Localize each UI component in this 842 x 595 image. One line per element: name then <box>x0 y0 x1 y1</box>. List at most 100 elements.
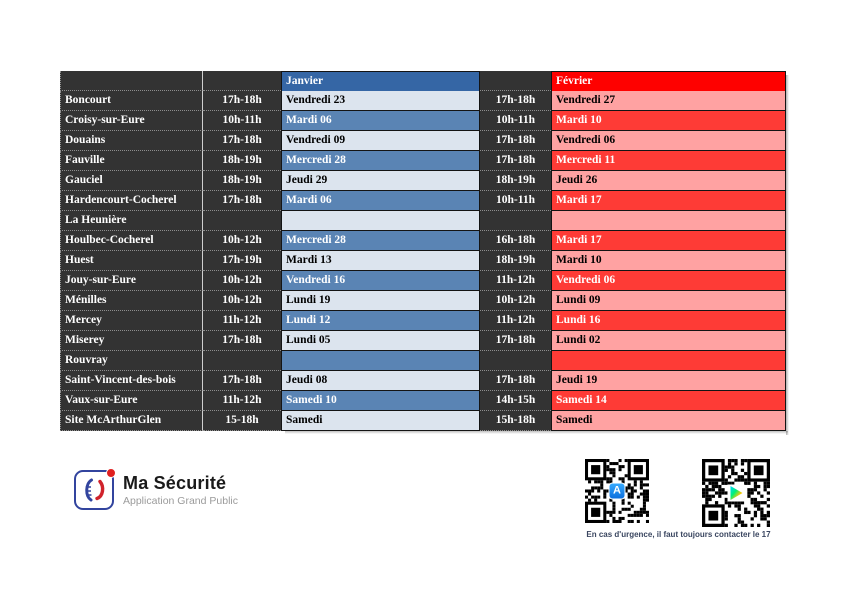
jan-time-cell: 17h-19h <box>203 251 281 271</box>
town-cell: Hardencourt-Cocherel <box>60 191 203 211</box>
fev-time-cell: 17h-18h <box>480 371 551 391</box>
jan-date-cell: Mardi 06 <box>281 111 480 131</box>
town-cell: Croisy-sur-Eure <box>60 111 203 131</box>
fev-time-cell <box>480 351 551 371</box>
fev-time-cell: 11h-12h <box>480 311 551 331</box>
fev-date-cell: Vendredi 06 <box>551 131 786 151</box>
fev-date-cell: Lundi 16 <box>551 311 786 331</box>
fev-date-cell: Samedi 14 <box>551 391 786 411</box>
jan-date-cell <box>281 351 480 371</box>
fev-time-cell: 16h-18h <box>480 231 551 251</box>
town-cell: Mercey <box>60 311 203 331</box>
town-cell: Jouy-sur-Eure <box>60 271 203 291</box>
jan-date-cell: Jeudi 29 <box>281 171 480 191</box>
jan-time-cell: 10h-12h <box>203 291 281 311</box>
jan-time-cell: 17h-18h <box>203 371 281 391</box>
fev-time-cell: 17h-18h <box>480 131 551 151</box>
jan-date-cell: Vendredi 16 <box>281 271 480 291</box>
jan-time-cell: 17h-18h <box>203 331 281 351</box>
town-cell: Ménilles <box>60 291 203 311</box>
town-cell: Saint-Vincent-des-bois <box>60 371 203 391</box>
janvier-header-cell: Janvier <box>281 71 480 91</box>
fev-date-cell: Mardi 10 <box>551 251 786 271</box>
town-header-cell <box>60 71 203 91</box>
schedule-table: Janvier Février Boncourt 17h-18h Vendredi … <box>60 71 786 431</box>
fev-time-cell: 17h-18h <box>480 91 551 111</box>
jan-time-cell: 18h-19h <box>203 171 281 191</box>
jan-date-cell <box>281 211 480 231</box>
fev-time-cell: 11h-12h <box>480 271 551 291</box>
appstore-qr-code: A <box>585 459 649 523</box>
jan-date-cell: Mercredi 28 <box>281 151 480 171</box>
fevrier-header-cell: Février <box>551 71 786 91</box>
jan-time-cell: 17h-18h <box>203 131 281 151</box>
jan-date-cell: Samedi <box>281 411 480 431</box>
fev-date-cell: Mardi 17 <box>551 231 786 251</box>
fev-time-cell: 15h-18h <box>480 411 551 431</box>
fev-date-cell: Mardi 17 <box>551 191 786 211</box>
fev-date-cell <box>551 211 786 231</box>
playstore-icon <box>727 484 745 502</box>
jan-date-cell: Mardi 06 <box>281 191 480 211</box>
town-cell: Site McArthurGlen <box>60 411 203 431</box>
fev-time-header-cell <box>480 71 551 91</box>
fev-time-cell <box>480 211 551 231</box>
town-cell: Huest <box>60 251 203 271</box>
town-cell: Douains <box>60 131 203 151</box>
jan-time-header-cell <box>203 71 281 91</box>
play-triangle-icon <box>730 486 743 500</box>
appstore-icon: A <box>608 482 626 500</box>
fev-time-cell: 18h-19h <box>480 251 551 271</box>
town-cell: Gauciel <box>60 171 203 191</box>
jan-date-cell: Lundi 05 <box>281 331 480 351</box>
appstore-a-glyph: A <box>608 482 626 500</box>
jan-time-cell: 15-18h <box>203 411 281 431</box>
jan-time-cell: 10h-12h <box>203 271 281 291</box>
jan-date-cell: Lundi 12 <box>281 311 480 331</box>
fev-date-cell: Lundi 02 <box>551 331 786 351</box>
jan-date-cell: Samedi 10 <box>281 391 480 411</box>
jan-time-cell: 10h-12h <box>203 231 281 251</box>
emergency-note: En cas d'urgence, il faut toujours conta… <box>586 530 771 539</box>
ma-securite-app-icon <box>74 468 116 510</box>
fev-date-cell: Jeudi 26 <box>551 171 786 191</box>
table-shadow-bottom <box>285 431 788 434</box>
jan-time-cell <box>203 351 281 371</box>
app-title: Ma Sécurité <box>123 473 227 493</box>
playstore-qr-code <box>702 459 770 527</box>
jan-date-cell: Vendredi 09 <box>281 131 480 151</box>
fev-date-cell <box>551 351 786 371</box>
jan-time-cell: 17h-18h <box>203 91 281 111</box>
jan-time-cell: 10h-11h <box>203 111 281 131</box>
fev-date-cell: Jeudi 19 <box>551 371 786 391</box>
fev-time-cell: 10h-11h <box>480 111 551 131</box>
fev-date-cell: Lundi 09 <box>551 291 786 311</box>
fev-time-cell: 18h-19h <box>480 171 551 191</box>
town-cell: Fauville <box>60 151 203 171</box>
town-cell: La Heunière <box>60 211 203 231</box>
fev-time-cell: 17h-18h <box>480 331 551 351</box>
town-cell: Boncourt <box>60 91 203 111</box>
qr-pattern <box>585 459 649 523</box>
jan-time-cell <box>203 211 281 231</box>
jan-date-cell: Mardi 13 <box>281 251 480 271</box>
jan-date-cell: Vendredi 23 <box>281 91 480 111</box>
notification-badge <box>106 468 116 478</box>
jan-date-cell: Lundi 19 <box>281 291 480 311</box>
fev-time-cell: 10h-12h <box>480 291 551 311</box>
fev-date-cell: Samedi <box>551 411 786 431</box>
qr-pattern <box>702 459 770 527</box>
fev-time-cell: 14h-15h <box>480 391 551 411</box>
town-cell: Rouvray <box>60 351 203 371</box>
fev-date-cell: Vendredi 06 <box>551 271 786 291</box>
jan-time-cell: 11h-12h <box>203 311 281 331</box>
fev-date-cell: Mardi 10 <box>551 111 786 131</box>
jan-time-cell: 17h-18h <box>203 191 281 211</box>
table-shadow-right <box>786 75 789 435</box>
fev-date-cell: Vendredi 27 <box>551 91 786 111</box>
jan-date-cell: Mercredi 28 <box>281 231 480 251</box>
brand-text: Ma Sécurité Application Grand Public <box>123 473 238 507</box>
fev-date-cell: Mercredi 11 <box>551 151 786 171</box>
jan-time-cell: 11h-12h <box>203 391 281 411</box>
